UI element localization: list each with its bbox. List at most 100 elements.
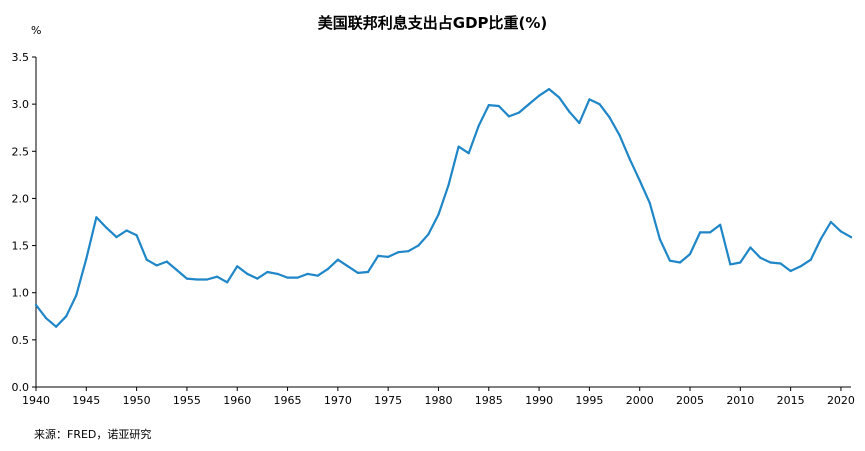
data-point [739,261,742,264]
data-point [185,277,188,280]
y-tick-label: 0.5 [12,334,30,347]
data-point [548,88,551,91]
data-point [417,244,420,247]
data-point [799,265,802,268]
data-point [447,184,450,187]
x-axis-ticks: 1940 1945 1950 1955 1960 1965 1970 1975 1980 1985… [22,387,855,407]
data-point [165,260,168,263]
data-point [527,103,531,106]
data-point [618,134,621,137]
data-point [75,294,78,297]
y-tick-label: 1.5 [12,240,30,253]
data-point [95,216,98,219]
x-tick-label: 1970 [324,394,352,407]
data-point [437,213,440,216]
data-point [115,236,118,239]
data-point [105,226,108,229]
data-point [477,124,480,127]
data-point [699,231,702,234]
data-point [538,94,541,97]
data-point [195,278,199,281]
y-tick-label: 2.0 [12,192,30,205]
x-tick-label: 1960 [223,394,251,407]
x-tick-label: 1940 [22,394,50,407]
data-point [336,258,339,261]
data-point [356,271,360,274]
data-point [346,265,349,268]
data-point [749,246,752,249]
data-point [256,277,259,280]
data-point [205,278,209,281]
x-tick-label: 1990 [525,394,553,407]
data-point [246,272,249,275]
data-point [306,272,309,275]
x-tick-label: 1945 [72,394,100,407]
data-point [829,220,833,224]
x-tick-label: 1955 [173,394,201,407]
series-line [34,87,853,328]
data-point [578,121,581,125]
data-points [34,88,853,328]
data-point [729,263,732,266]
data-point [719,223,722,226]
data-point [387,255,390,258]
data-point [779,262,782,265]
source-note: 来源：FRED，诺亚研究 [34,428,152,441]
data-point [558,96,561,99]
data-point [759,256,762,259]
data-point [457,145,460,148]
data-point [688,253,692,256]
data-point [628,157,631,160]
data-point [407,250,410,253]
data-point [286,276,289,279]
x-tick-label: 2000 [626,394,654,407]
data-point [678,261,682,264]
y-tick-label: 0.0 [12,381,30,394]
data-point [517,111,521,114]
data-point [598,103,601,106]
data-point [588,98,591,101]
x-tick-label: 2005 [676,394,704,407]
data-point [487,104,490,107]
data-point [34,303,38,307]
data-point [608,116,611,119]
x-tick-label: 1975 [374,394,402,407]
y-axis-ticks: 0.0 0.5 1.0 1.5 2.0 2.5 3.0 3.5 [12,51,36,394]
y-axis-unit-label: % [31,24,41,37]
y-tick-label: 3.0 [12,98,30,111]
data-point [507,115,510,118]
data-point [668,259,672,262]
data-point [819,237,822,241]
axes [35,57,851,388]
data-point [276,272,279,275]
data-point [648,202,651,205]
data-point [125,229,128,232]
data-point [175,269,178,272]
x-tick-label: 1985 [475,394,503,407]
data-point [427,233,430,236]
data-point [326,268,329,271]
data-point [135,234,138,237]
x-tick-label: 2010 [726,394,754,407]
x-tick-label: 2015 [777,394,805,407]
data-point [55,325,58,328]
data-point [226,281,229,284]
data-point [316,274,319,277]
data-point [65,315,68,318]
data-point [155,264,158,267]
data-point [377,254,380,257]
data-point [85,257,88,260]
data-point [497,104,500,108]
chart-title: 美国联邦利息支出占GDP比重(%) [317,14,548,32]
data-point [145,258,148,261]
data-point [709,231,712,234]
x-tick-label: 1995 [575,394,603,407]
x-tick-label: 1950 [123,394,151,407]
data-point [366,270,370,274]
x-tick-label: 1980 [424,394,452,407]
data-point [296,276,299,279]
data-point [467,152,470,155]
y-tick-label: 2.5 [12,145,30,158]
data-point [397,251,400,254]
